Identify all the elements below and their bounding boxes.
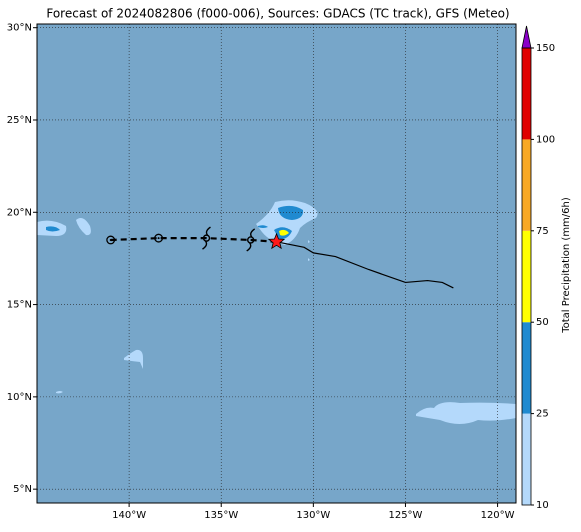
colorbar-tick-label: 10: [536, 500, 549, 511]
map-frame: [36, 23, 517, 504]
x-tick-label: 135°W: [204, 510, 238, 521]
y-tick-label: 30°N: [7, 23, 32, 34]
x-tick-label: 130°W: [296, 510, 330, 521]
colorbar-tick-label: 100: [536, 134, 555, 145]
cyclone-symbol: [246, 228, 256, 252]
colorbar-tick-label: 75: [536, 226, 549, 237]
colorbar-tick-label: 25: [536, 409, 549, 420]
colorbar-bin: [522, 48, 531, 140]
past-track: [110, 237, 277, 243]
x-tick-label: 120°W: [481, 510, 515, 521]
track-point: [154, 233, 164, 243]
precipitation: [37, 200, 516, 424]
grid: [37, 24, 516, 503]
track: [106, 226, 454, 289]
cyclone-symbol: [202, 226, 211, 250]
colorbar-label: Total Precipitation (mm/6h): [561, 197, 572, 334]
colorbar-tick-label: 150: [536, 43, 555, 54]
current-position: [267, 232, 286, 250]
chart-title: Forecast of 2024082806 (f000-006), Sourc…: [46, 7, 509, 21]
colorbar-frame: [521, 47, 532, 506]
colorbar-bin: [522, 322, 531, 414]
colorbar-extend: [521, 25, 532, 49]
colorbar: 10 25 50 75 100 150: [521, 25, 555, 511]
y-tick-label: 5°N: [13, 484, 32, 495]
forecast-track: [276, 241, 454, 289]
colorbar-bin: [522, 413, 531, 505]
y-tick-label: 25°N: [7, 115, 32, 126]
track-point-center: [157, 237, 160, 240]
y-tick-label: 20°N: [7, 207, 32, 218]
colorbar-bin: [522, 230, 531, 323]
y-tick-label: 10°N: [7, 392, 32, 403]
x-tick-label: 140°W: [112, 510, 146, 521]
y-tick-label: 15°N: [7, 300, 32, 311]
colorbar-tick-label: 50: [536, 317, 549, 328]
x-tick-label: 125°W: [388, 510, 422, 521]
ocean: [37, 24, 516, 503]
colorbar-bin: [522, 139, 531, 231]
track-point-center: [109, 238, 112, 241]
track-point: [106, 235, 116, 245]
